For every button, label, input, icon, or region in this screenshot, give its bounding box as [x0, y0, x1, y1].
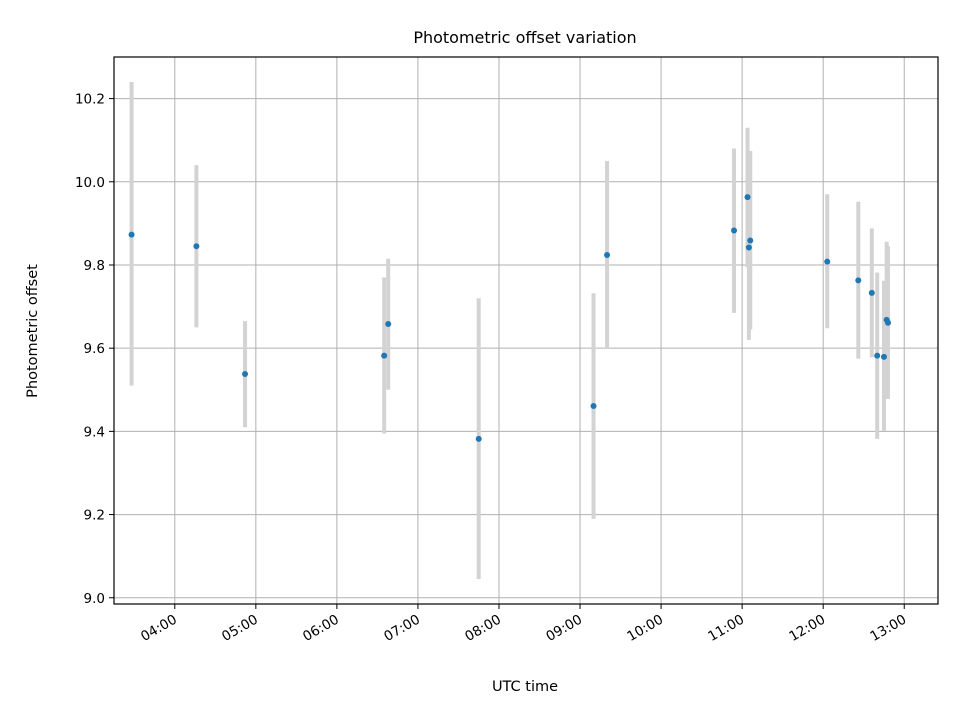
x-axis-label: UTC time	[492, 679, 558, 695]
data-point	[880, 353, 887, 360]
data-point	[242, 370, 249, 377]
data-point	[475, 435, 482, 442]
y-tick-label: 9.0	[84, 591, 105, 607]
chart-title: Photometric offset variation	[413, 28, 636, 47]
y-tick-label: 9.4	[84, 424, 105, 440]
data-points	[128, 194, 892, 442]
data-point	[747, 237, 754, 244]
data-point	[193, 243, 200, 250]
data-point	[824, 258, 831, 265]
grid	[114, 57, 938, 604]
data-point	[590, 402, 597, 409]
data-point	[744, 194, 751, 201]
data-point	[855, 277, 862, 284]
data-point	[604, 252, 611, 259]
data-point	[381, 352, 388, 359]
data-point	[885, 319, 892, 326]
data-point	[385, 321, 392, 328]
plot-frame	[113, 56, 939, 605]
data-point	[868, 289, 875, 296]
y-tick-label: 9.6	[84, 341, 105, 357]
y-tick-label: 9.8	[84, 258, 105, 274]
y-axis-ticks: 9.0 9.2 9.4 9.6 9.8 10.0 10.2	[75, 92, 114, 607]
y-tick-label: 10.0	[75, 175, 105, 191]
y-tick-label: 10.2	[75, 92, 105, 108]
data-point	[731, 227, 738, 234]
data-point	[128, 231, 135, 238]
data-point	[874, 352, 881, 359]
y-axis-label: Photometric offset	[25, 264, 41, 398]
data-point	[745, 244, 752, 251]
y-tick-label: 9.2	[84, 508, 105, 524]
